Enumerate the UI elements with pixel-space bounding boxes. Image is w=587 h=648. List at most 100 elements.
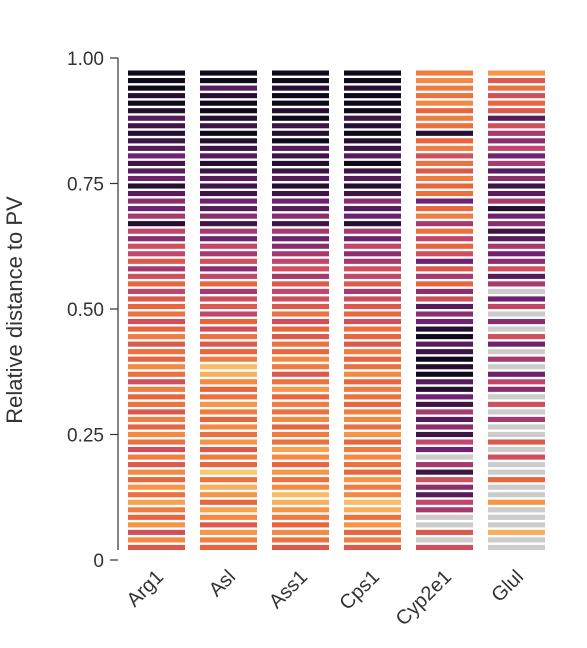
- stripe: [488, 341, 545, 347]
- stripe: [200, 115, 257, 121]
- stripe: [272, 100, 329, 106]
- stripe: [272, 138, 329, 144]
- stripe: [416, 334, 473, 340]
- stripe: [128, 341, 185, 347]
- stripe: [488, 115, 545, 121]
- stripe: [488, 160, 545, 166]
- stripe: [272, 296, 329, 302]
- stripe: [272, 492, 329, 498]
- stripe: [272, 424, 329, 430]
- stripe: [344, 454, 401, 460]
- stripe: [272, 394, 329, 400]
- stripe: [344, 153, 401, 159]
- stripe: [344, 356, 401, 362]
- stripe: [488, 311, 545, 317]
- stripe: [344, 439, 401, 445]
- stripe: [200, 258, 257, 264]
- stripe: [416, 379, 473, 385]
- stripe: [272, 108, 329, 114]
- stripe: [416, 153, 473, 159]
- stripe: [128, 108, 185, 114]
- stripe: [128, 236, 185, 242]
- stripe: [272, 507, 329, 513]
- stripe: [416, 349, 473, 355]
- stripe: [128, 431, 185, 438]
- stripe: [416, 303, 473, 310]
- stripe: [272, 484, 329, 490]
- stripe: [488, 379, 545, 385]
- stripe: [344, 334, 401, 340]
- stripe: [488, 326, 545, 332]
- stripe: [272, 364, 329, 370]
- stripe: [200, 431, 257, 438]
- stripe: [488, 100, 545, 106]
- stripe: [344, 522, 401, 528]
- stripe: [488, 78, 545, 84]
- stripe: [200, 371, 257, 377]
- stripe: [416, 138, 473, 144]
- stripe: [344, 416, 401, 423]
- stripe: [272, 303, 329, 310]
- stripe: [416, 145, 473, 151]
- x-tick-label: Cyp2e1: [392, 566, 456, 630]
- stripe: [128, 190, 185, 197]
- stripe: [416, 108, 473, 114]
- stripe: [128, 123, 185, 129]
- stripe: [416, 462, 473, 468]
- x-tick-label: Cps1: [335, 566, 384, 615]
- stripe: [200, 303, 257, 310]
- stripe: [488, 153, 545, 159]
- stripe: [488, 108, 545, 114]
- stripe: [344, 507, 401, 513]
- stripe: [416, 311, 473, 317]
- stripe: [488, 145, 545, 151]
- y-tick-label: 0.75: [67, 175, 104, 196]
- stripe: [416, 130, 473, 136]
- stripe: [344, 78, 401, 84]
- stripe: [272, 386, 329, 392]
- stripe: [200, 138, 257, 144]
- stripe: [200, 416, 257, 423]
- stripe: [128, 469, 185, 475]
- y-tick-label: 1.00: [67, 49, 104, 70]
- stripe: [344, 243, 401, 249]
- stripe: [488, 138, 545, 144]
- stripe: [200, 364, 257, 370]
- stripe: [344, 206, 401, 212]
- stripe: [272, 243, 329, 249]
- stripe: [416, 243, 473, 249]
- stripe: [128, 153, 185, 159]
- y-axis-label: Relative distance to PV: [2, 196, 27, 424]
- stripe: [200, 168, 257, 174]
- stripe: [344, 145, 401, 151]
- stripe: [272, 439, 329, 445]
- stripe: [272, 258, 329, 264]
- stripe: [272, 115, 329, 121]
- stripe: [128, 454, 185, 460]
- stripe: [128, 356, 185, 362]
- stripe: [344, 85, 401, 91]
- stripe: [416, 78, 473, 84]
- stripe: [272, 130, 329, 136]
- stripe: [488, 70, 545, 76]
- stripe: [488, 334, 545, 340]
- stripe: [200, 544, 257, 551]
- stripe: [200, 507, 257, 513]
- stripe: [488, 198, 545, 204]
- stripe: [416, 341, 473, 347]
- stripe: [128, 499, 185, 505]
- stripe: [200, 243, 257, 249]
- stripe: [344, 281, 401, 287]
- stripe: [200, 386, 257, 392]
- stripe: [416, 356, 473, 362]
- stripe: [272, 78, 329, 84]
- stripe: [344, 318, 401, 325]
- stripe: [128, 243, 185, 249]
- stripe: [200, 356, 257, 362]
- stripe: [272, 251, 329, 257]
- stripe: [200, 296, 257, 302]
- stripe: [272, 529, 329, 535]
- stripe: [488, 281, 545, 287]
- stripe: [200, 469, 257, 475]
- stripe: [344, 175, 401, 182]
